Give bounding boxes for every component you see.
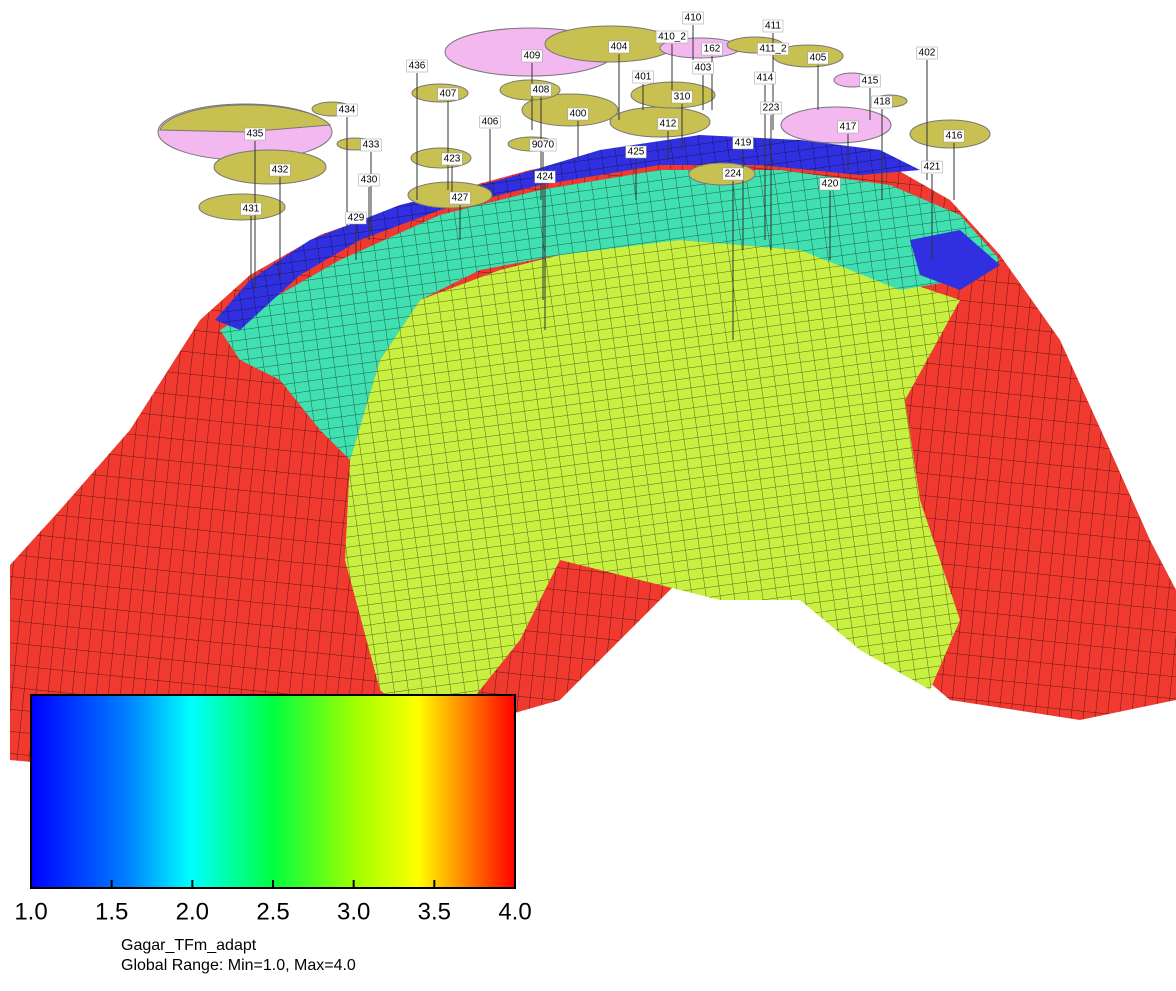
well-label-box — [479, 115, 501, 129]
well-label-box — [437, 87, 459, 101]
well-label-box — [921, 160, 943, 174]
well-label: 162 — [704, 44, 721, 55]
well-label: 430 — [361, 175, 378, 186]
well-label-box — [916, 46, 938, 60]
colorbar-tick-label: 2.5 — [256, 898, 289, 925]
well-label-box — [732, 136, 754, 150]
range-text: Global Range: Min=1.0, Max=4.0 — [121, 957, 356, 974]
well-label: 418 — [874, 97, 891, 108]
well-label: 411 — [765, 21, 781, 32]
well-label: 407 — [440, 89, 457, 100]
colorbar — [30, 694, 516, 889]
well-label-box — [240, 202, 262, 216]
well-label-box — [762, 19, 784, 33]
well-label-box — [625, 145, 647, 159]
well-label-box — [345, 211, 367, 225]
well-label-box — [358, 173, 380, 187]
well-label: 408 — [533, 85, 550, 96]
well-label: 435 — [247, 129, 264, 140]
well-label: 401 — [635, 72, 652, 83]
well-label-box — [530, 83, 552, 97]
well-label: 431 — [243, 204, 260, 215]
central-grid — [345, 240, 960, 740]
well-label-box — [760, 101, 782, 115]
well-label: 9070 — [532, 140, 555, 151]
well-label: 403 — [695, 63, 712, 74]
well-label: 402 — [919, 48, 936, 59]
well-label: 429 — [348, 213, 365, 224]
well-label: 434 — [339, 105, 356, 116]
well-label: 409 — [524, 51, 541, 62]
well-label: 415 — [862, 76, 879, 87]
colorbar-tick-label: 3.0 — [337, 898, 370, 925]
well-label: 412 — [660, 119, 677, 130]
well-label: 427 — [452, 193, 469, 204]
well-label: 406 — [482, 117, 499, 128]
well-label: 410 — [685, 13, 702, 24]
well-label: 423 — [444, 154, 461, 165]
wells: 410 411 410_2 162 411_2 404 409 405 402 436 403 401… — [240, 11, 965, 340]
well-label: 310 — [674, 92, 691, 103]
well-label-box — [871, 95, 893, 109]
well-label-box — [441, 152, 463, 166]
well-label-box — [269, 163, 291, 177]
well-label: 421 — [924, 162, 941, 173]
well-label-box — [657, 117, 679, 131]
well-label: 419 — [735, 138, 752, 149]
well-label-box — [701, 42, 723, 56]
well-label-box — [534, 170, 556, 184]
well-label-box — [529, 138, 557, 152]
well-label-box — [859, 74, 881, 88]
well-label: 433 — [363, 140, 380, 151]
colorbar-tick-label: 1.0 — [14, 898, 47, 925]
well-label-box — [406, 59, 428, 73]
well-label-box — [521, 49, 543, 63]
well-label: 411_2 — [759, 44, 787, 55]
well-label: 404 — [611, 42, 628, 53]
well-label: 405 — [810, 53, 827, 64]
well-label: 410_2 — [658, 32, 686, 43]
well-label-box — [943, 129, 965, 143]
well-label-box — [360, 138, 382, 152]
well-label-box — [682, 11, 704, 25]
well-label-box — [608, 40, 630, 54]
well-label: 425 — [628, 147, 645, 158]
well-label-box — [692, 61, 714, 75]
well-label-box — [819, 177, 841, 191]
well-label: 223 — [763, 103, 780, 114]
well-label-box — [722, 167, 744, 181]
colorbar-tick-label: 1.5 — [95, 898, 128, 925]
well-label: 416 — [946, 131, 963, 142]
well-label-box — [449, 191, 471, 205]
well-label-box — [757, 42, 789, 56]
reservoir-model — [10, 135, 1176, 800]
teal-grid — [220, 170, 1000, 460]
well-label: 436 — [409, 61, 426, 72]
colorbar-ticks: 1.0 1.5 2.0 2.5 3.0 3.5 4.0 — [14, 880, 532, 925]
well-label-box — [244, 127, 266, 141]
well-label-box — [567, 107, 589, 121]
colorbar-tick-label: 3.5 — [418, 898, 451, 925]
well-label-box — [754, 71, 776, 85]
well-label: 420 — [822, 179, 839, 190]
well-label-box — [837, 120, 859, 134]
well-label: 224 — [725, 169, 742, 180]
well-label-box — [632, 70, 654, 84]
well-label-box — [336, 103, 358, 117]
well-label: 414 — [757, 73, 774, 84]
well-label-box — [807, 51, 829, 65]
colorbar-tick-label: 2.0 — [176, 898, 209, 925]
well-label-box — [655, 30, 689, 44]
well-label: 432 — [272, 165, 289, 176]
property-name: Gagar_TFm_adapt — [121, 937, 257, 954]
well-label: 417 — [840, 122, 857, 133]
colorbar-tick-label: 4.0 — [498, 898, 531, 925]
well-label: 400 — [570, 109, 587, 120]
well-label-box — [671, 90, 693, 104]
well-label: 424 — [537, 172, 554, 183]
